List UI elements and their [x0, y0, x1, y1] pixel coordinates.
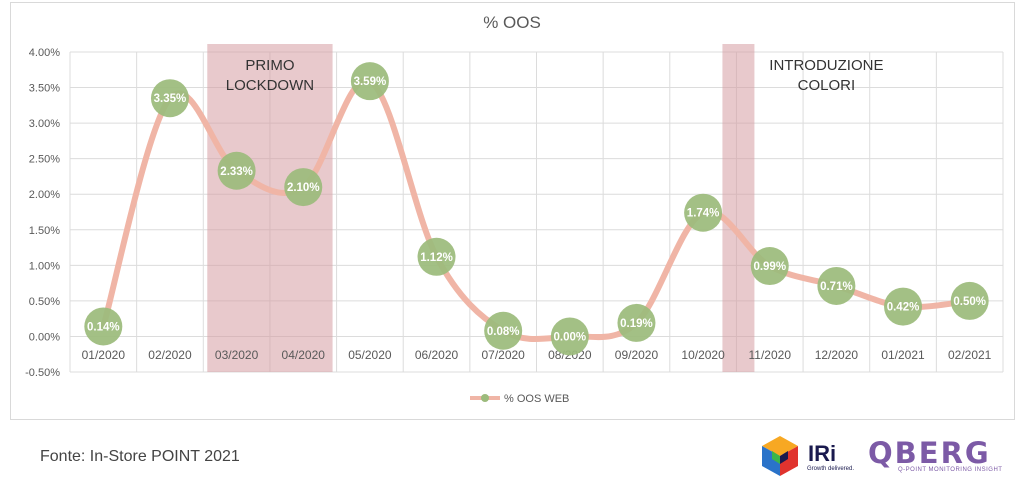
x-tick-label: 09/2020 — [615, 348, 659, 362]
data-label: 0.99% — [753, 261, 786, 273]
x-tick-label: 12/2020 — [815, 348, 859, 362]
data-point — [750, 247, 789, 286]
qberg-logo-text: QBERG — [868, 436, 991, 470]
legend-label: % OOS WEB — [504, 393, 569, 405]
annotation-label: INTRODUZIONE — [769, 57, 883, 74]
data-point — [817, 266, 856, 305]
data-label: 1.74% — [687, 208, 720, 220]
data-label: 0.00% — [554, 331, 587, 343]
data-point — [217, 151, 256, 190]
qberg-tagline: Q-POINT MONITORING INSIGHT — [898, 467, 1003, 473]
legend-marker — [481, 394, 489, 402]
data-point — [350, 62, 389, 101]
data-point — [417, 237, 456, 276]
x-tick-label: 01/2020 — [82, 348, 126, 362]
data-label: 0.08% — [487, 326, 520, 338]
x-tick-label: 11/2020 — [749, 348, 792, 362]
chart-frame — [10, 2, 1015, 420]
y-tick-label: 0.50% — [29, 296, 60, 308]
annotation-label: PRIMO — [245, 57, 294, 74]
x-tick-label: 02/2021 — [948, 348, 992, 362]
y-tick-label: 3.00% — [29, 118, 60, 130]
data-point — [617, 303, 656, 342]
y-tick-label: 1.00% — [29, 260, 60, 272]
x-tick-label: 04/2020 — [282, 348, 326, 362]
annotation-band — [207, 44, 333, 372]
iri-logo-icon — [762, 436, 798, 476]
x-tick-label: 03/2020 — [215, 348, 259, 362]
data-label: 3.59% — [354, 76, 387, 88]
y-tick-label: 3.50% — [29, 83, 60, 95]
y-tick-label: 0.00% — [29, 331, 60, 343]
data-point — [150, 79, 189, 118]
data-point — [284, 168, 323, 207]
data-label: 0.19% — [620, 318, 653, 330]
y-tick-label: 1.50% — [29, 225, 60, 237]
annotation-label: COLORI — [798, 77, 856, 94]
iri-logo-text: IRi — [808, 441, 837, 466]
chart-title: % OOS — [483, 13, 541, 32]
data-point — [950, 281, 989, 320]
x-tick-label: 01/2021 — [881, 348, 925, 362]
data-label: 0.50% — [953, 296, 986, 308]
source-note: Fonte: In-Store POINT 2021 — [40, 448, 240, 465]
annotation-band — [722, 44, 755, 372]
data-point — [550, 317, 589, 356]
y-tick-label: 2.50% — [29, 154, 60, 166]
annotation-label: LOCKDOWN — [226, 77, 314, 94]
oos-line-chart: % OOS 4.00% 3.50% 3.00% 2.50% 2.00% 1.50% 1.00%… — [25, 13, 1004, 405]
iri-tagline: Growth delivered. — [807, 466, 855, 472]
y-tick-label: -0.50% — [25, 367, 60, 379]
data-point — [884, 287, 923, 326]
data-label: 1.12% — [420, 252, 453, 264]
data-label: 2.33% — [220, 166, 253, 178]
data-label: 0.14% — [87, 321, 120, 333]
y-tick-label: 4.00% — [29, 47, 60, 59]
x-tick-label: 07/2020 — [481, 348, 525, 362]
x-tick-label: 10/2020 — [681, 348, 725, 362]
data-point — [484, 311, 523, 350]
data-point — [84, 307, 123, 346]
x-tick-label: 06/2020 — [415, 348, 459, 362]
x-tick-label: 02/2020 — [148, 348, 192, 362]
data-point — [684, 193, 723, 232]
series-line — [100, 77, 973, 343]
x-tick-label: 05/2020 — [348, 348, 392, 362]
data-label: 0.42% — [887, 302, 920, 314]
data-label: 2.10% — [287, 182, 320, 194]
data-label: 0.71% — [820, 281, 853, 293]
y-tick-label: 2.00% — [29, 189, 60, 201]
data-label: 3.35% — [154, 93, 187, 105]
